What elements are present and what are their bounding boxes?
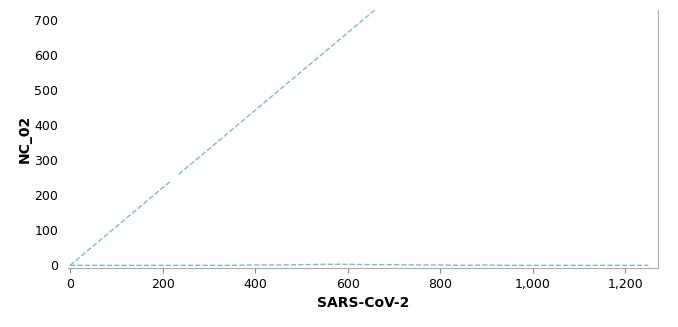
X-axis label: SARS-CoV-2: SARS-CoV-2 (317, 296, 409, 310)
Y-axis label: NC_02: NC_02 (18, 115, 31, 163)
